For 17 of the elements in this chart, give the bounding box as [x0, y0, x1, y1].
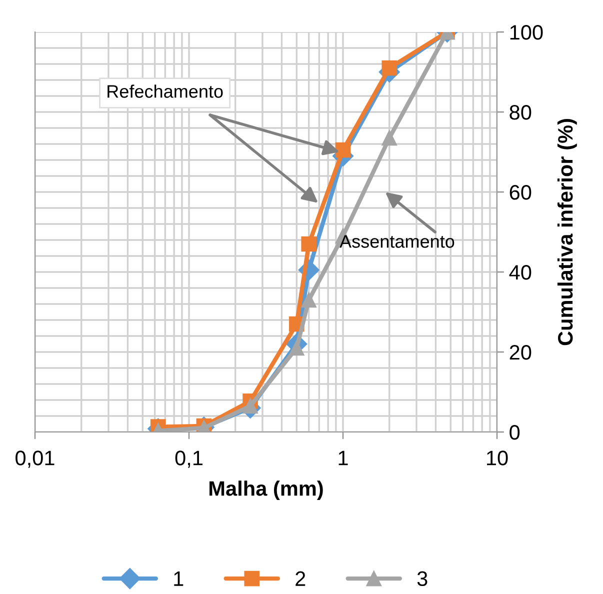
annotation: Refechamento	[108, 84, 223, 98]
x-tick-label: 10	[487, 450, 508, 466]
legend-label: 3	[417, 571, 428, 586]
x-tick-label: 0,01	[16, 450, 54, 468]
y-tick-label: 80	[510, 105, 532, 120]
x-axis-title: Malha (mm)	[210, 480, 323, 500]
y-tick-label: 20	[510, 345, 532, 360]
y-tick-label: 60	[510, 185, 532, 200]
legend-label: 2	[296, 571, 306, 586]
legend-label: 1	[174, 572, 184, 586]
x-tick-label: 1	[338, 450, 348, 466]
x-tick-label: 0,1	[175, 450, 202, 468]
y-tick-label: 0	[510, 425, 520, 440]
y-tick-label: 40	[509, 265, 532, 280]
y-axis-title: Cumulativa inferior (%)	[557, 119, 577, 346]
annotation: Assentamento	[340, 235, 454, 248]
y-tick-label: 100	[510, 25, 543, 40]
